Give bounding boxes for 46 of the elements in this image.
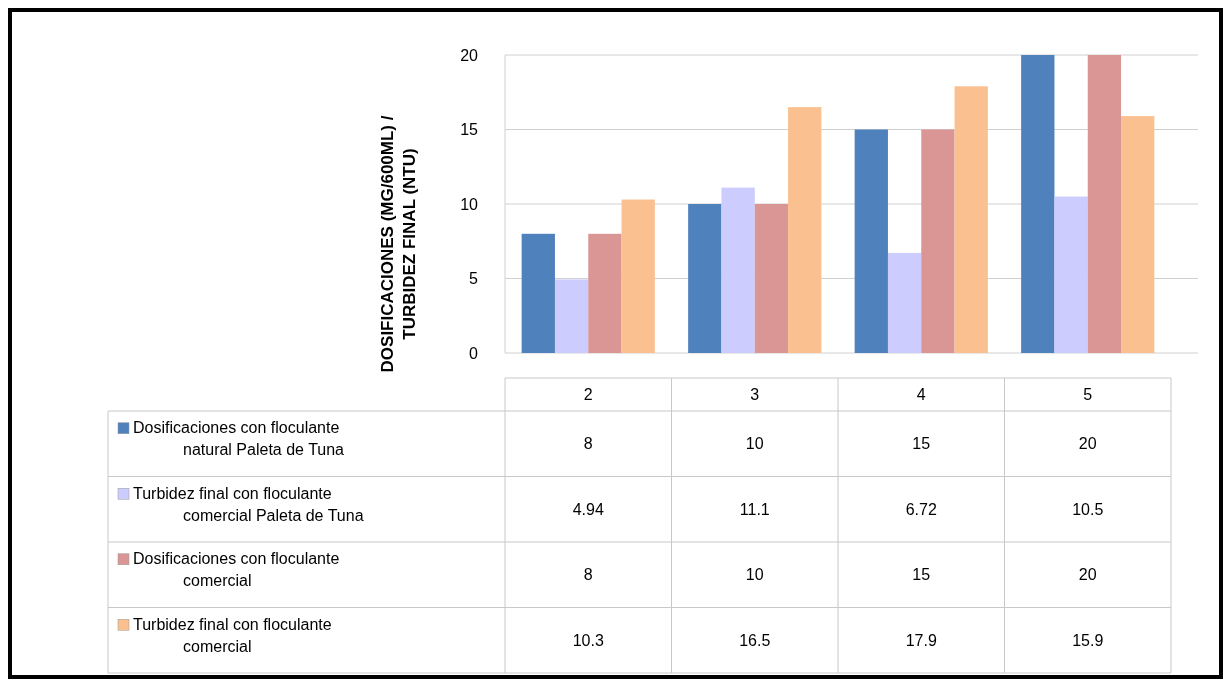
data-label: 15 (912, 435, 931, 453)
bar (788, 107, 822, 353)
x-tick-label: 4 (916, 386, 926, 404)
data-label: 8 (583, 435, 593, 453)
data-label: 10 (745, 435, 764, 453)
legend-label: Turbidez final con floculante comercial Paleta de Tuna (133, 484, 364, 524)
bar (621, 199, 655, 353)
bar (954, 86, 988, 353)
bar (554, 279, 589, 353)
y-tick-label: 10 (460, 195, 479, 213)
bar (1021, 55, 1055, 353)
data-label: 8 (583, 566, 593, 584)
data-label: 10 (745, 566, 764, 584)
bar (1054, 196, 1088, 353)
data-label: 16.5 (739, 631, 771, 649)
bar (721, 187, 755, 353)
data-label: 10.3 (572, 631, 604, 649)
y-tick-label: 20 (460, 46, 479, 64)
data-label: 6.72 (905, 500, 937, 518)
legend-label: Dosificaciones con floculante natural Paleta de Tuna (133, 419, 345, 459)
data-label: 20 (1078, 566, 1097, 584)
y-axis-title: DOSIFICACIONES (MG/600ML) / TURBIDEZ FINAL (NTU) (378, 115, 419, 373)
x-tick-label: 3 (750, 386, 760, 404)
data-label: 15.9 (1072, 631, 1104, 649)
legend-label: Dosificaciones con floculante comercial (133, 550, 340, 590)
x-tick-label: 2 (583, 386, 593, 404)
bar (688, 204, 722, 353)
y-tick-label: 5 (469, 270, 479, 288)
data-label: 10.5 (1072, 500, 1104, 518)
data-label: 20 (1078, 435, 1097, 453)
bar (887, 252, 922, 353)
y-tick-label: 15 (460, 121, 479, 139)
bar (521, 233, 555, 353)
bar (1087, 55, 1122, 353)
data-label: 17.9 (905, 631, 937, 649)
data-label: 4.94 (572, 500, 604, 518)
y-tick-label: 0 (469, 344, 479, 362)
bar (754, 204, 789, 353)
data-label: 15 (912, 566, 931, 584)
bar (1121, 116, 1155, 353)
data-label: 11.1 (739, 500, 770, 518)
legend-label: Turbidez final con floculante comercial (133, 615, 332, 655)
bar (854, 129, 888, 353)
bar (921, 129, 955, 353)
x-tick-label: 5 (1083, 386, 1093, 404)
bar (588, 233, 622, 353)
